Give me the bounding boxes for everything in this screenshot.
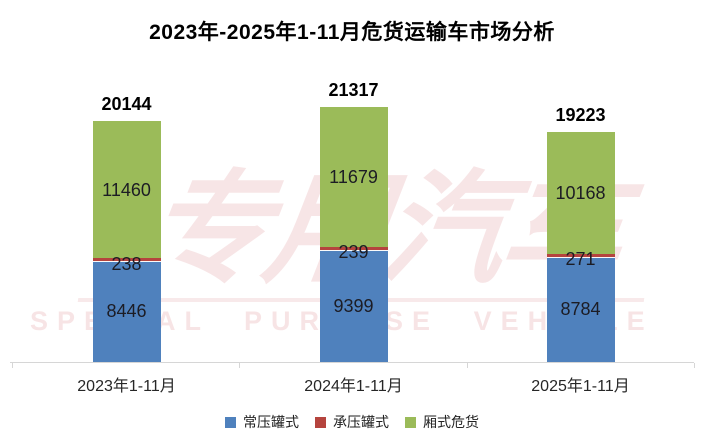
x-axis-tick — [466, 363, 468, 368]
bar-2023年1-11月: 8446 238 11460 — [92, 121, 161, 362]
segment-pressurized-tank — [92, 258, 161, 261]
legend-label: 常压罐式 — [243, 414, 299, 430]
segment-value-label: 9399 — [333, 295, 374, 316]
segment-atmospheric-tank — [546, 256, 615, 362]
bar-2025年1-11月: 8784 271 10168 — [546, 132, 615, 362]
legend-item: 承压罐式 — [315, 412, 389, 432]
segment-value-label: 271 — [565, 249, 596, 270]
segment-value-label: 10168 — [555, 182, 606, 203]
segment-box-van — [319, 107, 388, 247]
segment-value-label: 11460 — [102, 179, 151, 200]
segment-pressurized-tank — [546, 253, 615, 257]
segment-box-van — [92, 121, 161, 259]
legend-label: 承压罐式 — [333, 414, 389, 430]
x-axis-tick — [12, 363, 13, 368]
segment-atmospheric-tank — [319, 249, 388, 362]
x-axis-category-label: 2025年1-11月 — [531, 378, 630, 395]
x-axis-category-label: 2023年1-11月 — [77, 378, 176, 395]
total-value-label: 21317 — [328, 80, 379, 100]
segment-value-label: 238 — [111, 253, 142, 274]
chart-title: 2023年-2025年1-11月危货运输车市场分析 — [149, 21, 555, 44]
segment-value-label: 11679 — [329, 166, 378, 187]
segment-value-label: 8784 — [560, 299, 601, 320]
bar-2024年1-11月: 9399 239 11679 — [319, 107, 388, 362]
total-value-label: 20144 — [101, 94, 152, 115]
x-axis-tick — [694, 363, 695, 368]
legend-swatch-icon — [315, 416, 326, 428]
x-axis-line — [10, 362, 694, 363]
segment-atmospheric-tank — [92, 260, 161, 362]
legend-swatch-icon — [225, 416, 236, 428]
segment-value-label: 8446 — [106, 301, 147, 322]
legend-item: 常压罐式 — [225, 412, 299, 432]
segment-pressurized-tank — [319, 246, 388, 250]
legend-label: 厢式危货 — [423, 414, 479, 430]
segment-box-van — [546, 132, 615, 254]
x-axis-tick — [239, 363, 241, 368]
segment-value-label: 239 — [338, 242, 369, 263]
x-axis-category-label: 2024年1-11月 — [304, 378, 403, 395]
total-value-label: 19223 — [555, 105, 606, 126]
legend-item: 厢式危货 — [405, 412, 479, 432]
legend: 常压罐式 承压罐式 厢式危货 — [0, 412, 704, 432]
legend-swatch-icon — [405, 416, 416, 428]
